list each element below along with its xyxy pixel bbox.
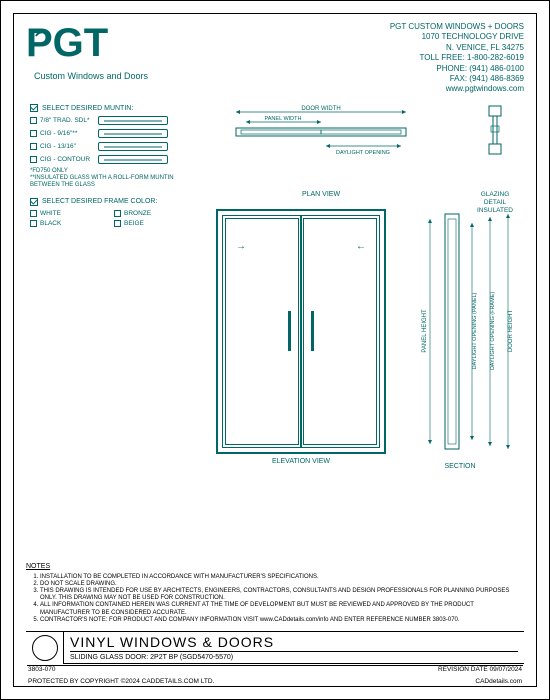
svg-text:DAYLIGHT OPENING: DAYLIGHT OPENING — [336, 150, 390, 156]
address-2: N. VENICE, FL 34275 — [206, 43, 524, 53]
muntin-option: CIG - CONTOUR — [30, 155, 190, 164]
checkbox[interactable] — [30, 210, 37, 217]
handle — [311, 311, 314, 351]
elevation-box: → ← — [216, 209, 386, 454]
elevation-view: → ← ELEVATION VIEW — [216, 209, 386, 465]
muntin-heading: SELECT DESIRED MUNTIN: — [30, 104, 190, 112]
note-item: ALL INFORMATION CONTAINED HEREIN WAS CUR… — [40, 602, 524, 616]
section-view: PANEL HEIGHT DAYLIGHT OPENING (PANEL) DA… — [400, 209, 520, 470]
arrow-right-icon: → — [236, 241, 246, 252]
muntin-sample — [98, 129, 168, 138]
note-item: DO NOT SCALE DRAWING. — [40, 581, 524, 588]
glazing-detail: GLAZING DETAIL INSULATED — [470, 104, 520, 214]
color-grid: WHITE BRONZE BLACK BEIGE — [30, 210, 190, 227]
color-label: BEIGE — [124, 220, 144, 227]
color-label: BRONZE — [124, 210, 151, 217]
plan-view: DOOR WIDTH PANEL WIDTH DAYLIGHT OPENING … — [226, 104, 416, 198]
tollfree: TOLL FREE: 1-800-282-6019 — [206, 53, 524, 63]
title-block: VINYL WINDOWS & DOORS SLIDING GLASS DOOR… — [26, 631, 524, 664]
checkbox-icon[interactable] — [30, 104, 38, 112]
checkbox[interactable] — [30, 156, 37, 163]
phone: PHONE: (941) 486-0100 — [206, 64, 524, 74]
frame-section: SELECT DESIRED FRAME COLOR: WHITE BRONZE… — [30, 198, 190, 227]
checkbox[interactable] — [114, 220, 121, 227]
svg-text:PANEL WIDTH: PANEL WIDTH — [265, 116, 302, 122]
muntin-sample — [98, 116, 168, 125]
notes-section: NOTES INSTALLATION TO BE COMPLETED IN AC… — [26, 563, 524, 624]
drawing-body: SELECT DESIRED MUNTIN: 7/8" TRAD. SDL* C… — [26, 94, 524, 581]
fax: FAX: (941) 486-8369 — [206, 74, 524, 84]
color-option: WHITE — [30, 210, 106, 217]
muntin-option: 7/8" TRAD. SDL* — [30, 116, 190, 125]
revision-date: REVISION DATE 09/07/2024 — [438, 666, 522, 673]
title-main: VINYL WINDOWS & DOORS SLIDING GLASS DOOR… — [64, 632, 524, 664]
svg-text:PANEL HEIGHT: PANEL HEIGHT — [422, 309, 428, 353]
color-label: WHITE — [40, 210, 61, 217]
handle — [288, 311, 291, 351]
svg-text:DOOR WIDTH: DOOR WIDTH — [301, 106, 340, 112]
notes-list: INSTALLATION TO BE COMPLETED IN ACCORDAN… — [26, 574, 524, 624]
svg-text:PGT: PGT — [26, 22, 108, 64]
svg-text:DAYLIGHT OPENING (PANEL): DAYLIGHT OPENING (PANEL) — [472, 292, 478, 369]
color-option: BEIGE — [114, 220, 190, 227]
logo-block: PGT Custom Windows and Doors — [26, 22, 206, 95]
muntin-label: CIG - CONTOUR — [40, 156, 98, 163]
svg-text:DAYLIGHT OPENING (FRAME): DAYLIGHT OPENING (FRAME) — [490, 292, 496, 371]
arrow-left-icon: ← — [356, 241, 366, 252]
muntin-option: CIG - 13/16" — [30, 142, 190, 151]
drawing-title: SLIDING GLASS DOOR: 2P2T BP (SGD5470-557… — [70, 651, 518, 661]
contact-info: PGT CUSTOM WINDOWS + DOORS 1070 TECHNOLO… — [206, 22, 524, 95]
color-option: BRONZE — [114, 210, 190, 217]
footer-row-1: 3803-070 REVISION DATE 09/07/2024 — [27, 665, 523, 673]
muntin-label: CIG - 9/16"** — [40, 130, 98, 137]
ref-number: 3803-070 — [28, 666, 55, 673]
checkbox[interactable] — [30, 220, 37, 227]
muntin-note: *FD750 ONLY**INSULATED GLASS WITH A ROLL… — [30, 168, 190, 190]
muntin-heading-text: SELECT DESIRED MUNTIN: — [42, 105, 133, 112]
drawing-frame: PGT Custom Windows and Doors PGT CUSTOM … — [13, 13, 537, 687]
notes-heading: NOTES — [26, 563, 524, 571]
copyright: PROTECTED BY COPYRIGHT ©2024 CADDETAILS.… — [28, 678, 214, 685]
plan-label: PLAN VIEW — [226, 191, 416, 198]
category: VINYL WINDOWS & DOORS — [70, 634, 518, 650]
pgt-logo: PGT — [26, 22, 156, 64]
frame-heading-text: SELECT DESIRED FRAME COLOR: — [42, 198, 157, 205]
note-item: INSTALLATION TO BE COMPLETED IN ACCORDAN… — [40, 574, 524, 581]
footer-row-2: PROTECTED BY COPYRIGHT ©2024 CADDETAILS.… — [27, 678, 523, 685]
muntin-option: CIG - 9/16"** — [30, 129, 190, 138]
address-1: 1070 TECHNOLOGY DRIVE — [206, 32, 524, 42]
checkbox[interactable] — [30, 130, 37, 137]
muntin-label: 7/8" TRAD. SDL* — [40, 117, 98, 124]
color-label: BLACK — [40, 220, 61, 227]
note-item: THIS DRAWING IS INTENDED FOR USE BY ARCH… — [40, 588, 524, 602]
note-item: CONTRACTOR'S NOTE: FOR PRODUCT AND COMPA… — [40, 617, 524, 624]
muntin-sample — [98, 155, 168, 164]
elevation-label: ELEVATION VIEW — [216, 458, 386, 465]
tagline: Custom Windows and Doors — [26, 71, 156, 81]
title-circle — [26, 632, 64, 664]
checkbox[interactable] — [114, 210, 121, 217]
company-name: PGT CUSTOM WINDOWS + DOORS — [206, 22, 524, 32]
checkbox[interactable] — [30, 143, 37, 150]
muntin-label: CIG - 13/16" — [40, 143, 98, 150]
section-label: SECTION — [400, 463, 520, 470]
checkbox[interactable] — [30, 117, 37, 124]
svg-text:DOOR HEIGHT: DOOR HEIGHT — [508, 310, 514, 353]
header: PGT Custom Windows and Doors PGT CUSTOM … — [14, 14, 536, 99]
frame-heading: SELECT DESIRED FRAME COLOR: — [30, 198, 190, 206]
muntin-section: SELECT DESIRED MUNTIN: 7/8" TRAD. SDL* C… — [30, 104, 190, 227]
muntin-sample — [98, 142, 168, 151]
color-option: BLACK — [30, 220, 106, 227]
checkbox-icon[interactable] — [30, 198, 38, 206]
site: CADdetails.com — [475, 678, 522, 685]
